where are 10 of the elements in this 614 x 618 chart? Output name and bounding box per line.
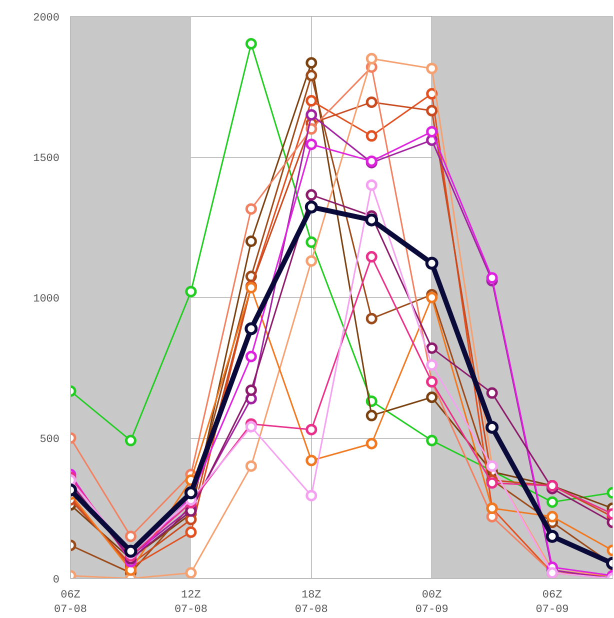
x-tick-label: 18Z 07-08 (294, 590, 328, 616)
y-tick-label: 1000 (33, 294, 60, 306)
x-tick-label: 12Z 07-08 (174, 590, 208, 616)
x-tick-label: 06Z 07-08 (54, 590, 88, 616)
x-tick-label: 06Z 07-09 (536, 590, 569, 616)
y-tick-label: 2000 (33, 12, 60, 24)
y-tick-label: 0 (52, 574, 60, 586)
y-tick-label: 500 (40, 434, 60, 446)
x-tick-label: 00Z 07-09 (415, 590, 448, 616)
y-tick-label: 1500 (33, 153, 60, 165)
